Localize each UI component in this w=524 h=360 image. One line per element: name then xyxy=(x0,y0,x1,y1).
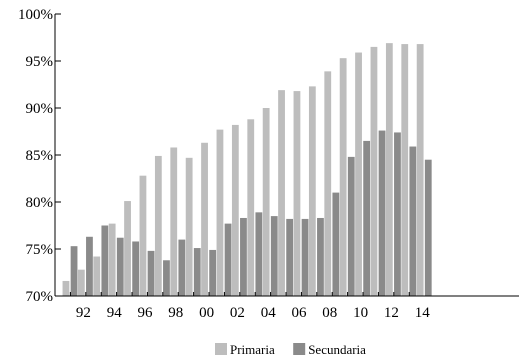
bar-secundaria-2004 xyxy=(270,216,278,296)
y-tick-label-100: 100% xyxy=(18,7,53,23)
bar-secundaria-2008 xyxy=(332,192,340,296)
bar-primaria-2012 xyxy=(385,43,393,296)
y-tick-label-85: 85% xyxy=(26,148,54,164)
bar-secundaria-2009 xyxy=(347,156,355,296)
x-tick-label-94: 94 xyxy=(107,305,123,321)
x-tick-label-98: 98 xyxy=(168,305,183,321)
bar-primaria-2010 xyxy=(355,52,362,296)
bar-primaria-2001 xyxy=(216,129,224,296)
bar-primaria-1997 xyxy=(154,155,162,296)
bar-primaria-1992 xyxy=(77,269,85,296)
bar-secundaria-2006 xyxy=(301,218,309,296)
bar-primaria-2007 xyxy=(308,86,316,296)
x-tick-label-02: 02 xyxy=(230,305,245,321)
legend-label-secundaria: Secundaria xyxy=(308,342,366,357)
x-tick-label-96: 96 xyxy=(138,305,154,321)
x-tick-label-00: 00 xyxy=(199,305,214,321)
y-tick-label-75: 75% xyxy=(26,242,54,258)
x-tick-label-06: 06 xyxy=(292,305,308,321)
bar-primaria-1993 xyxy=(93,256,101,296)
bar-primaria-1996 xyxy=(139,175,147,296)
axes-layer: 70% 75% 80% 85% 90% 95% 100% 92 94 96 98 00 02 04 06 08… xyxy=(18,7,519,321)
bar-secundaria-2010 xyxy=(363,140,371,296)
bar-primaria-2008 xyxy=(324,71,332,296)
bar-primaria-2003 xyxy=(247,119,255,296)
bar-secundaria-2013 xyxy=(409,146,417,296)
x-tick-label-08: 08 xyxy=(322,305,337,321)
bar-primaria-2005 xyxy=(278,90,285,296)
bar-secundaria-1999 xyxy=(193,248,201,296)
bar-primaria-2014 xyxy=(416,44,424,296)
bar-primaria-1999 xyxy=(185,157,193,296)
bar-primaria-2009 xyxy=(339,58,347,297)
bar-primaria-2011 xyxy=(370,46,378,297)
bar-secundaria-2001 xyxy=(224,223,232,296)
bar-secundaria-2007 xyxy=(317,217,324,296)
y-tick-label-90: 90% xyxy=(26,101,54,117)
bars-layer xyxy=(62,43,432,297)
legend-swatch-primaria xyxy=(215,343,227,355)
bar-secundaria-1993 xyxy=(101,225,109,296)
y-tick-label-95: 95% xyxy=(26,54,54,70)
bar-primaria-1994 xyxy=(108,223,116,296)
y-tick-label-70: 70% xyxy=(26,289,54,305)
bar-secundaria-1991 xyxy=(70,246,78,296)
bar-secundaria-2005 xyxy=(286,218,294,296)
bar-primaria-2002 xyxy=(231,124,239,296)
bar-primaria-2013 xyxy=(401,44,409,296)
bar-primaria-2000 xyxy=(201,142,208,296)
y-tick-label-80: 80% xyxy=(26,195,54,211)
bar-secundaria-2002 xyxy=(240,217,247,296)
bar-secundaria-2003 xyxy=(255,212,263,296)
bar-secundaria-1996 xyxy=(147,250,155,296)
bar-secundaria-2011 xyxy=(378,130,386,296)
x-tick-label-10: 10 xyxy=(353,305,368,321)
x-tick-label-92: 92 xyxy=(76,305,91,321)
bar-primaria-1995 xyxy=(124,201,131,296)
legend-swatch-secundaria xyxy=(293,343,306,355)
bar-secundaria-1992 xyxy=(86,236,93,296)
x-tick-label-04: 04 xyxy=(261,305,277,321)
x-tick-label-14: 14 xyxy=(415,305,431,321)
bar-primaria-2006 xyxy=(293,91,301,296)
bar-secundaria-2014 xyxy=(424,159,432,296)
bar-secundaria-1995 xyxy=(132,241,140,296)
legend: Primaria Secundaria xyxy=(215,342,366,357)
x-tick-label-12: 12 xyxy=(384,305,399,321)
bar-secundaria-1994 xyxy=(116,237,124,296)
bar-primaria-2004 xyxy=(262,108,270,296)
bar-secundaria-2012 xyxy=(394,132,401,296)
legend-label-primaria: Primaria xyxy=(230,342,275,357)
bar-primaria-1991 xyxy=(62,280,70,296)
bar-primaria-1998 xyxy=(170,147,178,296)
bar-secundaria-1998 xyxy=(178,239,186,296)
bar-secundaria-2000 xyxy=(209,249,217,296)
bar-secundaria-1997 xyxy=(163,260,170,296)
